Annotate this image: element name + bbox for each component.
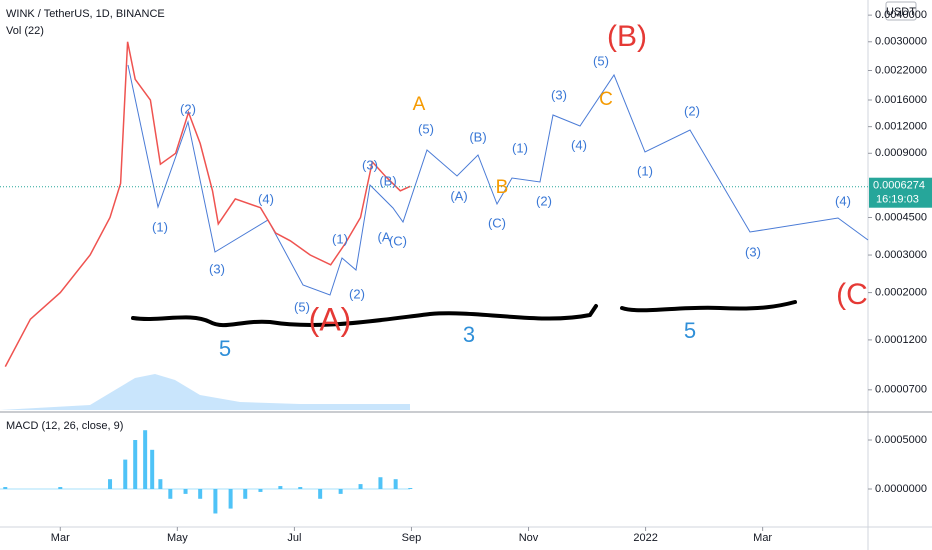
y-tick-label: 0.0000700 (875, 384, 927, 396)
macd-bar (3, 487, 8, 489)
wave-label: (1) (512, 140, 528, 155)
brace (131, 304, 598, 328)
wave-label: (1) (152, 219, 168, 234)
y-tick-label: 0.0001200 (875, 334, 927, 346)
wave-label: (B) (469, 129, 486, 144)
macd-bar (228, 488, 233, 509)
wave-label: (4) (258, 191, 274, 206)
wave-label: C (599, 89, 613, 110)
x-tick-label: Nov (519, 532, 539, 544)
wave-label: (5) (593, 53, 609, 68)
y-tick-label: 0.0012000 (875, 121, 927, 133)
wave-label: (3) (362, 157, 378, 172)
y-tick-label: 0.0009000 (875, 147, 927, 159)
wave-label: (A (378, 229, 391, 244)
x-tick-label: Sep (402, 532, 422, 544)
x-tick-label: Mar (51, 532, 70, 544)
wave-label: (C (836, 278, 868, 311)
y-tick-label: 0.0040000 (875, 9, 927, 21)
x-tick-label: Mar (753, 532, 772, 544)
macd-bar (58, 487, 63, 489)
macd-bar (378, 477, 383, 489)
wave-label: (B) (379, 173, 396, 188)
wave-label: A (413, 94, 426, 115)
price-line (4, 41, 411, 367)
wave-label: (5) (294, 299, 310, 314)
macd-bar (213, 488, 218, 514)
currency-badge[interactable] (885, 1, 917, 21)
currency: USDT (886, 6, 916, 18)
countdown: 16:19:03 (876, 194, 919, 206)
wave-label: (5) (418, 121, 434, 136)
y-tick-label: 0.0022000 (875, 64, 927, 76)
macd-bar (278, 486, 283, 489)
volume-label: Vol (22) (6, 25, 44, 37)
wave-label: (3) (745, 244, 761, 259)
macd-bar (358, 484, 363, 489)
x-tick-label: 2022 (633, 532, 657, 544)
macd-bar (143, 430, 148, 489)
wave-label: (3) (551, 87, 567, 102)
macd-bar (298, 487, 303, 489)
y-tick-label: 0.0000000 (875, 483, 927, 495)
wave-label: (A) (450, 188, 467, 203)
volume-area (0, 374, 410, 410)
macd-bar (150, 449, 155, 489)
wave-label: (2) (536, 193, 552, 208)
wave-label: (1) (332, 231, 348, 246)
macd-bar (318, 488, 323, 499)
wave-label: (B) (607, 20, 647, 53)
macd-bar (198, 488, 203, 499)
last-price-box (869, 177, 932, 208)
y-tick-label: 0.0002000 (875, 287, 927, 299)
wave-label: (3) (209, 261, 225, 276)
wave-label: 3 (463, 322, 475, 347)
macd-bar (123, 459, 128, 489)
wave-label: (2) (349, 286, 365, 301)
wave-label: B (496, 177, 509, 198)
x-tick-label: Jul (287, 532, 301, 544)
x-tick-label: May (167, 532, 188, 544)
wave-label: (C) (389, 233, 407, 248)
wave-label: (4) (835, 193, 851, 208)
macd-bar (158, 479, 163, 489)
wave-label: (C) (488, 215, 506, 230)
symbol-title: WINK / TetherUS, 1D, BINANCE (6, 8, 165, 20)
wave-label: (1) (637, 163, 653, 178)
macd-bar (168, 488, 173, 499)
macd-bar (243, 488, 248, 499)
wave-label: 5 (684, 318, 696, 343)
y-tick-label: 0.0004500 (875, 211, 927, 223)
last-price-label: 0.0006274 (873, 180, 925, 192)
wave-label: (2) (684, 103, 700, 118)
y-tick-label: 0.0030000 (875, 36, 927, 48)
wave-label: (2) (180, 101, 196, 116)
macd-bar (183, 488, 188, 494)
macd-bar (338, 488, 343, 494)
y-tick-label: 0.0016000 (875, 94, 927, 106)
macd-title: MACD (12, 26, close, 9) (6, 420, 123, 432)
macd-bar (393, 479, 398, 489)
y-tick-label: 0.0005000 (875, 434, 927, 446)
macd-bar (108, 479, 113, 489)
wave-label: (A) (309, 301, 352, 337)
macd-bar (408, 488, 413, 489)
brace (620, 300, 797, 313)
macd-bar (133, 440, 138, 489)
macd-bar (258, 488, 263, 492)
wave-label: (4) (571, 137, 587, 152)
y-tick-label: 0.0003000 (875, 249, 927, 261)
wave-label: 5 (219, 336, 231, 361)
